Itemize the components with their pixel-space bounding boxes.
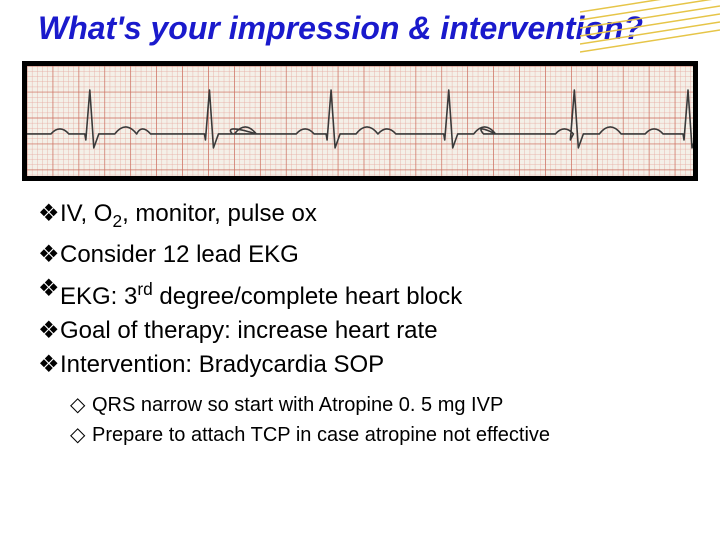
bullet-glyph: ❖: [38, 274, 60, 304]
sub-bullet-item: ◇Prepare to attach TCP in case atropine …: [70, 422, 720, 448]
sub-bullet-text: Prepare to attach TCP in case atropine n…: [92, 422, 550, 448]
ecg-strip: [22, 61, 698, 181]
bullet-item: ❖Intervention: Bradycardia SOP: [38, 350, 720, 380]
bullet-glyph: ❖: [38, 199, 60, 229]
bullet-item: ❖Goal of therapy: increase heart rate: [38, 316, 720, 346]
bullet-item: ❖Consider 12 lead EKG: [38, 240, 720, 270]
bullet-item: ❖IV, O2, monitor, pulse ox: [38, 199, 720, 236]
sub-bullet-glyph: ◇: [70, 422, 92, 448]
bullet-glyph: ❖: [38, 316, 60, 346]
bullet-text: IV, O2, monitor, pulse ox: [60, 199, 317, 236]
bullet-text: Goal of therapy: increase heart rate: [60, 316, 438, 346]
sub-bullet-list: ◇QRS narrow so start with Atropine 0. 5 …: [0, 384, 720, 448]
bullet-glyph: ❖: [38, 350, 60, 380]
bullet-list: ❖IV, O2, monitor, pulse ox❖Consider 12 l…: [0, 193, 720, 380]
bullet-text: EKG: 3rd degree/complete heart block: [60, 274, 462, 312]
bullet-text: Intervention: Bradycardia SOP: [60, 350, 384, 380]
sub-bullet-text: QRS narrow so start with Atropine 0. 5 m…: [92, 392, 503, 418]
sub-bullet-item: ◇QRS narrow so start with Atropine 0. 5 …: [70, 392, 720, 418]
bullet-text: Consider 12 lead EKG: [60, 240, 299, 270]
ecg-svg: [27, 66, 693, 176]
bullet-glyph: ❖: [38, 240, 60, 270]
sub-bullet-glyph: ◇: [70, 392, 92, 418]
bullet-item: ❖EKG: 3rd degree/complete heart block: [38, 274, 720, 312]
